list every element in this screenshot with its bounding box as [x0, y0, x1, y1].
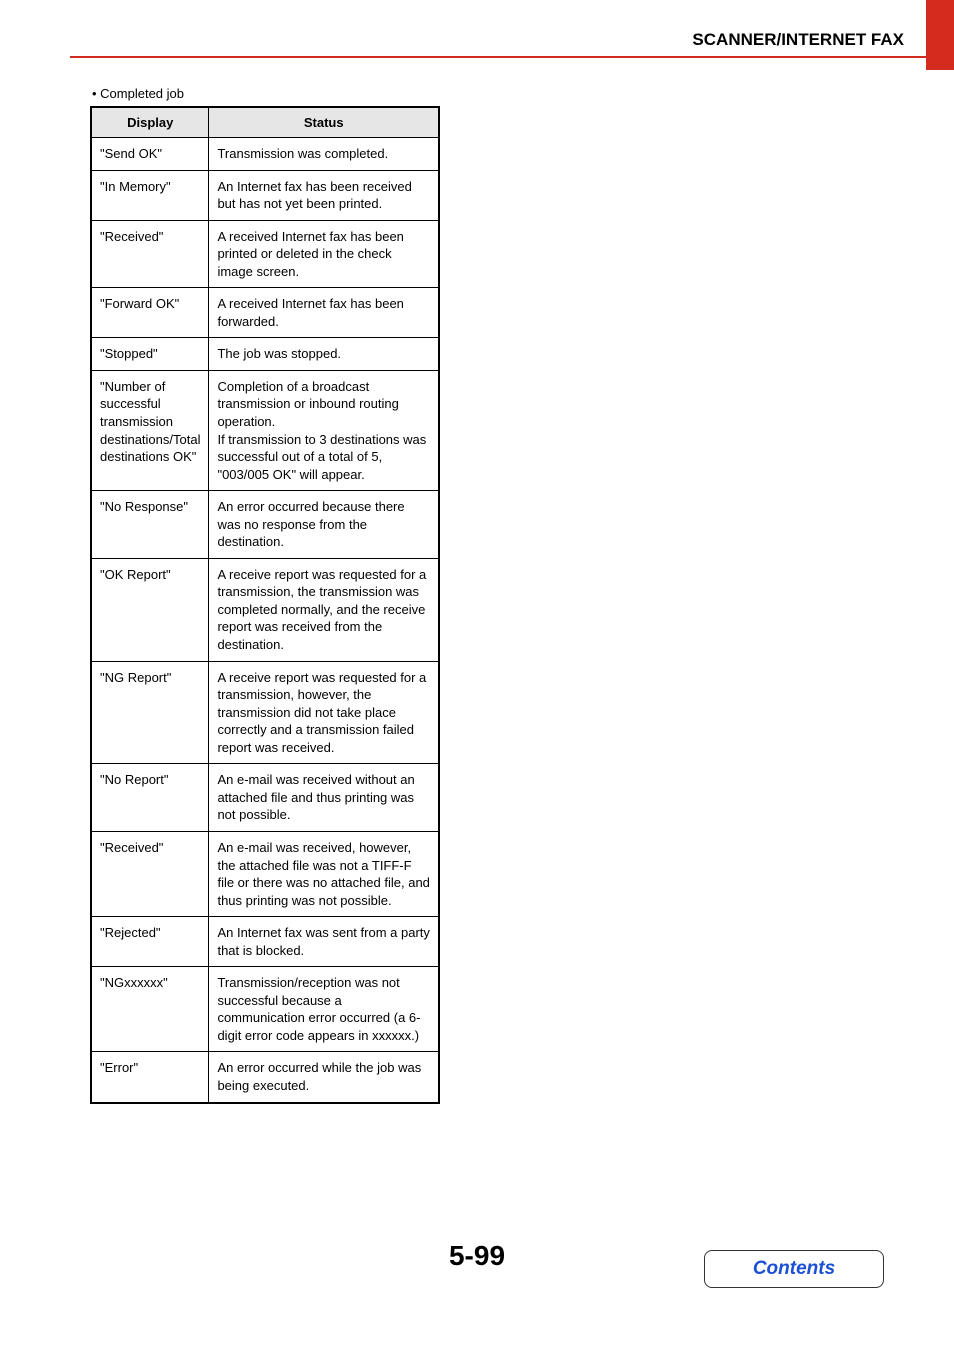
status-table: Display Status "Send OK"Transmission was…: [90, 106, 440, 1104]
col-header-status: Status: [209, 107, 439, 138]
table-row: "Rejected"An Internet fax was sent from …: [91, 917, 439, 967]
cell-display: "Stopped": [91, 338, 209, 371]
table-row: "NGxxxxxx"Transmission/reception was not…: [91, 967, 439, 1052]
main-content: • Completed job Display Status "Send OK"…: [90, 86, 442, 1104]
table-row: "Forward OK"A received Internet fax has …: [91, 288, 439, 338]
cell-display: "NG Report": [91, 661, 209, 764]
contents-button-label: Contents: [753, 1258, 835, 1280]
cell-status: Transmission was completed.: [209, 138, 439, 171]
cell-display: "No Response": [91, 491, 209, 559]
cell-display: "OK Report": [91, 558, 209, 661]
cell-status: An e-mail was received, however, the att…: [209, 831, 439, 916]
cell-status: Completion of a broadcast transmission o…: [209, 370, 439, 490]
page-header-title: SCANNER/INTERNET FAX: [692, 30, 904, 50]
contents-button[interactable]: Contents: [704, 1250, 884, 1288]
cell-display: "In Memory": [91, 170, 209, 220]
table-row: "Stopped"The job was stopped.: [91, 338, 439, 371]
cell-status: The job was stopped.: [209, 338, 439, 371]
cell-status: An error occurred while the job was bein…: [209, 1052, 439, 1103]
cell-status: An Internet fax has been received but ha…: [209, 170, 439, 220]
cell-display: "No Report": [91, 764, 209, 832]
table-body: "Send OK"Transmission was completed."In …: [91, 138, 439, 1103]
cell-status: A received Internet fax has been printed…: [209, 220, 439, 288]
cell-display: "Number of successful transmission desti…: [91, 370, 209, 490]
table-row: "NG Report"A receive report was requeste…: [91, 661, 439, 764]
cell-display: "Forward OK": [91, 288, 209, 338]
header-rule: [70, 56, 926, 58]
cell-display: "Received": [91, 831, 209, 916]
table-row: "Error"An error occurred while the job w…: [91, 1052, 439, 1103]
table-row: "In Memory"An Internet fax has been rece…: [91, 170, 439, 220]
table-header: Display Status: [91, 107, 439, 138]
table-row: "Send OK"Transmission was completed.: [91, 138, 439, 171]
cell-status: An error occurred because there was no r…: [209, 491, 439, 559]
cell-status: A received Internet fax has been forward…: [209, 288, 439, 338]
section-bullet: • Completed job: [90, 86, 442, 101]
table-row: "Number of successful transmission desti…: [91, 370, 439, 490]
table-row: "Received"A received Internet fax has be…: [91, 220, 439, 288]
cell-status: A receive report was requested for a tra…: [209, 558, 439, 661]
cell-status: A receive report was requested for a tra…: [209, 661, 439, 764]
cell-display: "Received": [91, 220, 209, 288]
cell-display: "Error": [91, 1052, 209, 1103]
cell-status: An e-mail was received without an attach…: [209, 764, 439, 832]
cell-display: "Send OK": [91, 138, 209, 171]
table-row: "OK Report"A receive report was requeste…: [91, 558, 439, 661]
cell-display: "NGxxxxxx": [91, 967, 209, 1052]
table-row: "No Response"An error occurred because t…: [91, 491, 439, 559]
cell-status: Transmission/reception was not successfu…: [209, 967, 439, 1052]
cell-display: "Rejected": [91, 917, 209, 967]
cell-status: An Internet fax was sent from a party th…: [209, 917, 439, 967]
table-row: "Received"An e-mail was received, howeve…: [91, 831, 439, 916]
table-row: "No Report"An e-mail was received withou…: [91, 764, 439, 832]
col-header-display: Display: [91, 107, 209, 138]
